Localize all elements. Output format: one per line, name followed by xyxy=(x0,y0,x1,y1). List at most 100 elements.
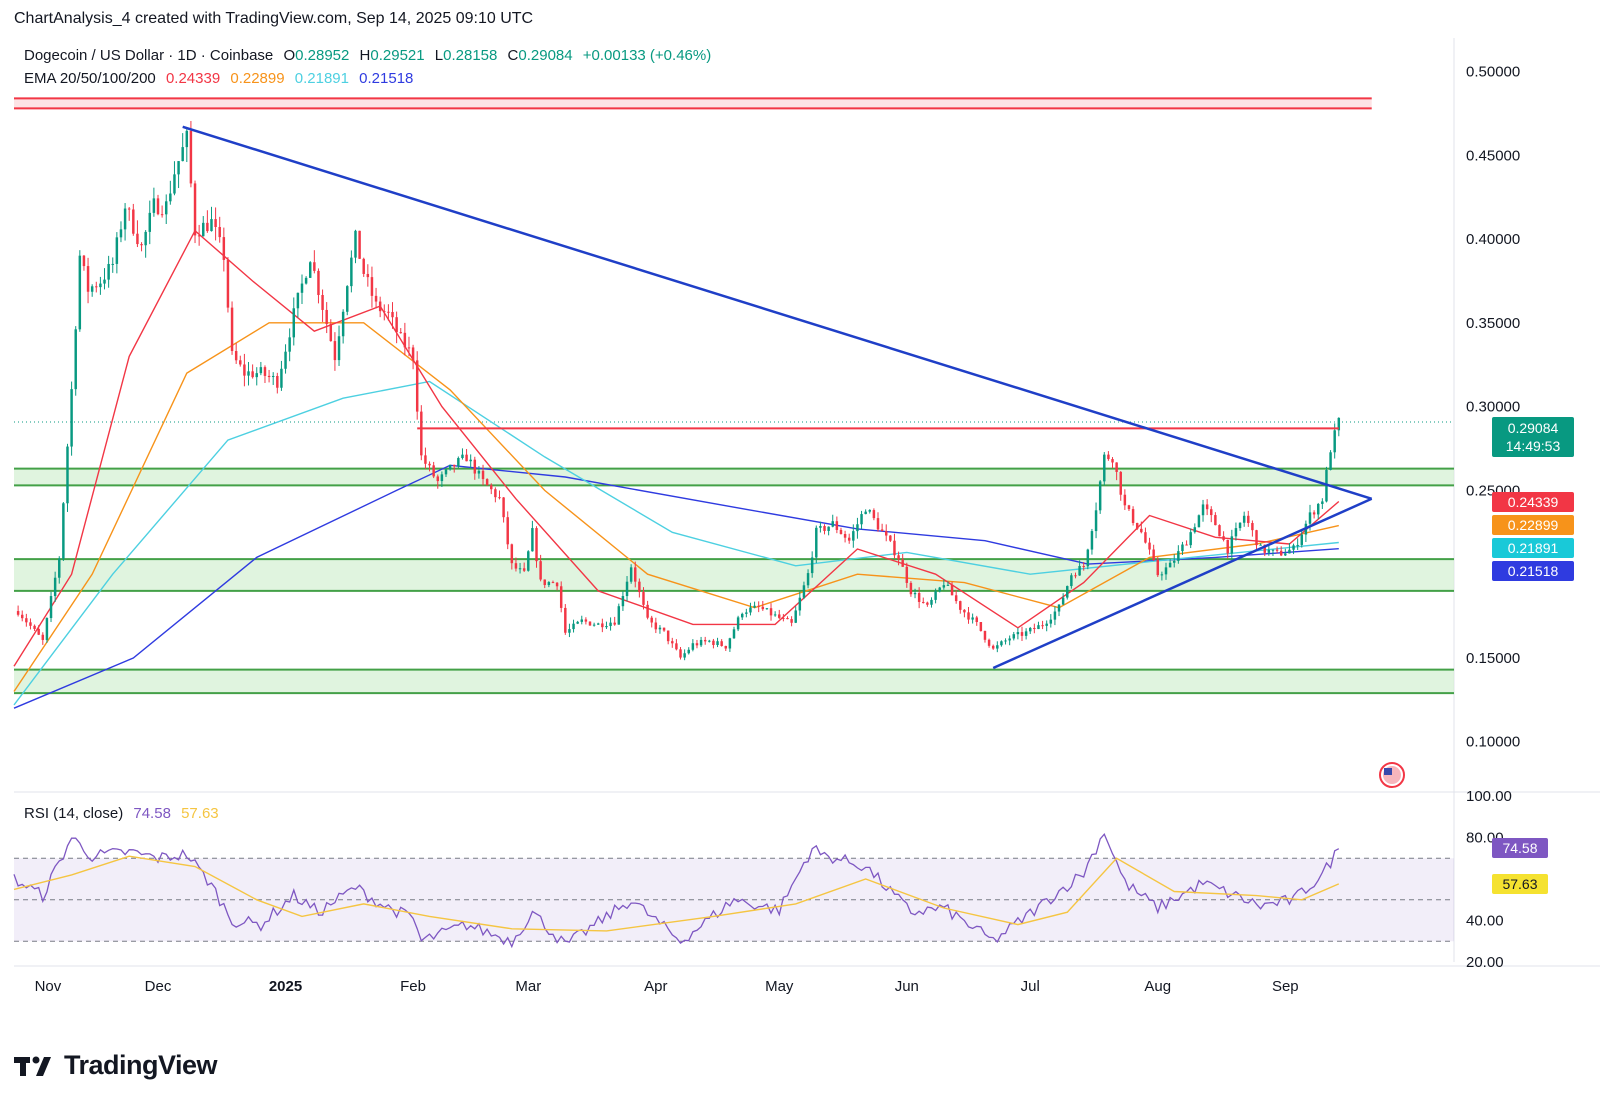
resistance-band xyxy=(14,98,1372,109)
candle-body xyxy=(329,323,333,342)
candle-body xyxy=(452,464,456,467)
time-tick-label: Aug xyxy=(1144,978,1171,995)
candle-body xyxy=(346,286,349,312)
candle-body xyxy=(876,518,880,530)
candle-body xyxy=(1066,586,1069,598)
candle-body xyxy=(111,263,114,265)
candle-body xyxy=(1024,631,1028,636)
time-tick-label: May xyxy=(765,978,794,995)
candle-body xyxy=(420,411,423,456)
candle-body xyxy=(522,568,526,571)
ema100-value: 0.21891 xyxy=(294,70,349,87)
candle-body xyxy=(1197,515,1201,528)
candle-body xyxy=(214,219,217,228)
candle-body xyxy=(917,593,921,602)
candle-body xyxy=(662,627,666,631)
candle-body xyxy=(1123,494,1127,506)
candle-body xyxy=(1103,454,1106,482)
price-tick-label: 0.40000 xyxy=(1466,231,1520,248)
candle-body xyxy=(169,193,172,202)
candle-body xyxy=(313,262,316,271)
candle-body xyxy=(1267,550,1271,553)
candle-body xyxy=(864,511,867,515)
candle-body xyxy=(996,645,999,649)
candle-body xyxy=(778,614,781,618)
time-tick-label: Mar xyxy=(515,978,541,995)
candle-body xyxy=(753,605,756,608)
trendline-descending xyxy=(182,125,1373,500)
candle-body xyxy=(378,301,382,312)
price-tick-label: 0.10000 xyxy=(1466,734,1520,751)
candle-body xyxy=(893,540,896,556)
candle-body xyxy=(325,309,328,324)
candle-body xyxy=(243,364,246,376)
candle-body xyxy=(827,526,830,531)
candle-body xyxy=(959,601,962,610)
candle-body xyxy=(99,283,102,288)
candle-body xyxy=(321,295,324,310)
candle-body xyxy=(1127,505,1131,510)
candle-body xyxy=(782,617,785,619)
candle-body xyxy=(251,371,254,378)
candle-body xyxy=(350,257,353,287)
candle-body xyxy=(687,649,690,654)
candle-body xyxy=(1230,536,1234,554)
candle-body xyxy=(387,311,390,313)
candle-body xyxy=(29,622,32,626)
candle-body xyxy=(1210,509,1213,516)
candle-body xyxy=(1053,611,1057,620)
candle-body xyxy=(1033,627,1036,630)
candle-body xyxy=(831,521,834,527)
candle-body xyxy=(950,584,954,596)
candle-body xyxy=(304,277,308,284)
candle-body xyxy=(140,244,143,246)
candle-body xyxy=(45,618,49,640)
candle-body xyxy=(658,627,662,630)
candle-body xyxy=(1020,632,1024,636)
candle-body xyxy=(1152,549,1155,560)
rsi-value: 74.58 xyxy=(133,805,171,822)
candle-body xyxy=(115,237,119,264)
candle-body xyxy=(691,643,695,650)
candle-body xyxy=(1193,527,1197,533)
candle-body xyxy=(502,497,505,518)
candle-body xyxy=(638,581,641,593)
candle-body xyxy=(267,375,271,378)
candle-body xyxy=(403,332,407,348)
candle-body xyxy=(1144,532,1147,543)
price-tick-label: 0.45000 xyxy=(1466,147,1520,164)
candle-body xyxy=(308,262,312,278)
ema200-line xyxy=(13,464,1339,709)
candle-body xyxy=(197,235,201,237)
candle-body xyxy=(33,625,36,629)
candle-body xyxy=(1300,534,1304,545)
candle-body xyxy=(62,503,65,559)
candle-body xyxy=(103,279,106,284)
candle-body xyxy=(1074,575,1077,577)
candle-body xyxy=(333,341,337,361)
symbol-legend: Dogecoin / US Dollar · 1D · Coinbase O0.… xyxy=(24,47,717,64)
candle-body xyxy=(551,582,555,584)
candle-body xyxy=(78,255,82,330)
candle-body xyxy=(1135,522,1139,529)
candle-body xyxy=(457,458,460,467)
candle-body xyxy=(354,230,357,258)
tradingview-logo[interactable]: TradingView xyxy=(14,1050,218,1081)
candle-body xyxy=(300,283,304,293)
candle-body xyxy=(856,524,859,532)
candle-body xyxy=(592,624,596,626)
candle-body xyxy=(70,389,73,447)
candle-body xyxy=(954,595,958,602)
candle-body xyxy=(971,617,974,620)
candle-body xyxy=(506,517,509,545)
candle-body xyxy=(210,219,213,232)
candle-body xyxy=(1168,562,1172,568)
candle-body xyxy=(588,621,592,626)
candle-body xyxy=(66,446,69,504)
candle-body xyxy=(913,593,917,595)
candle-body xyxy=(1247,515,1250,524)
candle-body xyxy=(226,259,230,308)
candle-body xyxy=(843,534,847,538)
candle-body xyxy=(564,607,567,633)
